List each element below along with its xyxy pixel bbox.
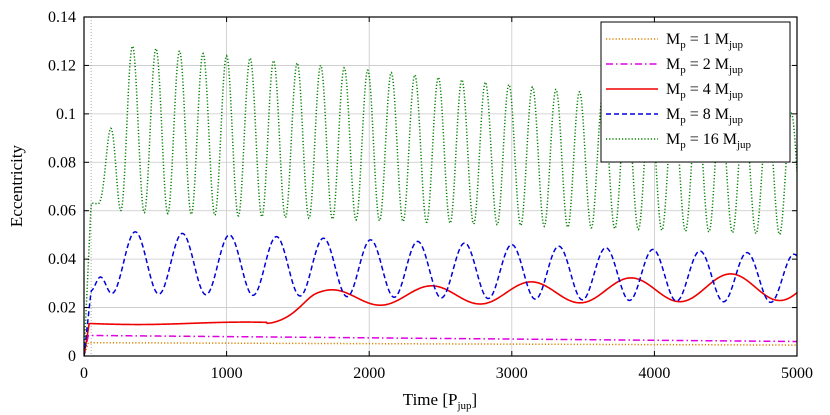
y-tick-label: 0.06 [48, 203, 76, 220]
x-tick-label: 4000 [638, 365, 670, 382]
legend-entry: Mp = 16 Mjup [666, 131, 752, 151]
y-tick-label: 0.08 [48, 154, 76, 171]
tick-labels: 0 1000 2000 3000 4000 5000 0 0.02 0.04 0.06 0.08 0.… [48, 9, 813, 382]
x-tick-label: 0 [80, 365, 88, 382]
legend-entry: Mp = 4 Mjup [666, 81, 744, 101]
x-tick-label: 2000 [353, 365, 385, 382]
series-line [84, 334, 797, 356]
y-tick-label: 0.02 [48, 300, 76, 317]
x-axis-label: Time [Pjup] [403, 390, 477, 412]
x-tick-label: 3000 [496, 365, 528, 382]
legend: Mp = 1 Mjup Mp = 2 Mjup Mp = 4 Mjup Mp = 8 … [600, 21, 791, 163]
y-tick-label: 0.12 [48, 57, 76, 74]
legend-entry: Mp = 1 Mjup [666, 31, 744, 51]
y-axis-label: Eccentricity [7, 144, 26, 227]
series-line [84, 231, 797, 356]
ticks [83, 16, 798, 357]
legend-entry: Mp = 2 Mjup [666, 56, 744, 76]
legend-entry: Mp = 8 Mjup [666, 106, 744, 126]
x-tick-label: 5000 [781, 365, 813, 382]
y-tick-label: 0.1 [56, 106, 76, 123]
series-line [84, 341, 797, 356]
series-line [84, 273, 797, 356]
y-tick-label: 0 [68, 348, 76, 365]
x-tick-label: 1000 [211, 365, 243, 382]
y-tick-label: 0.14 [48, 9, 76, 26]
plot-frame [83, 16, 798, 357]
y-tick-label: 0.04 [48, 251, 76, 268]
